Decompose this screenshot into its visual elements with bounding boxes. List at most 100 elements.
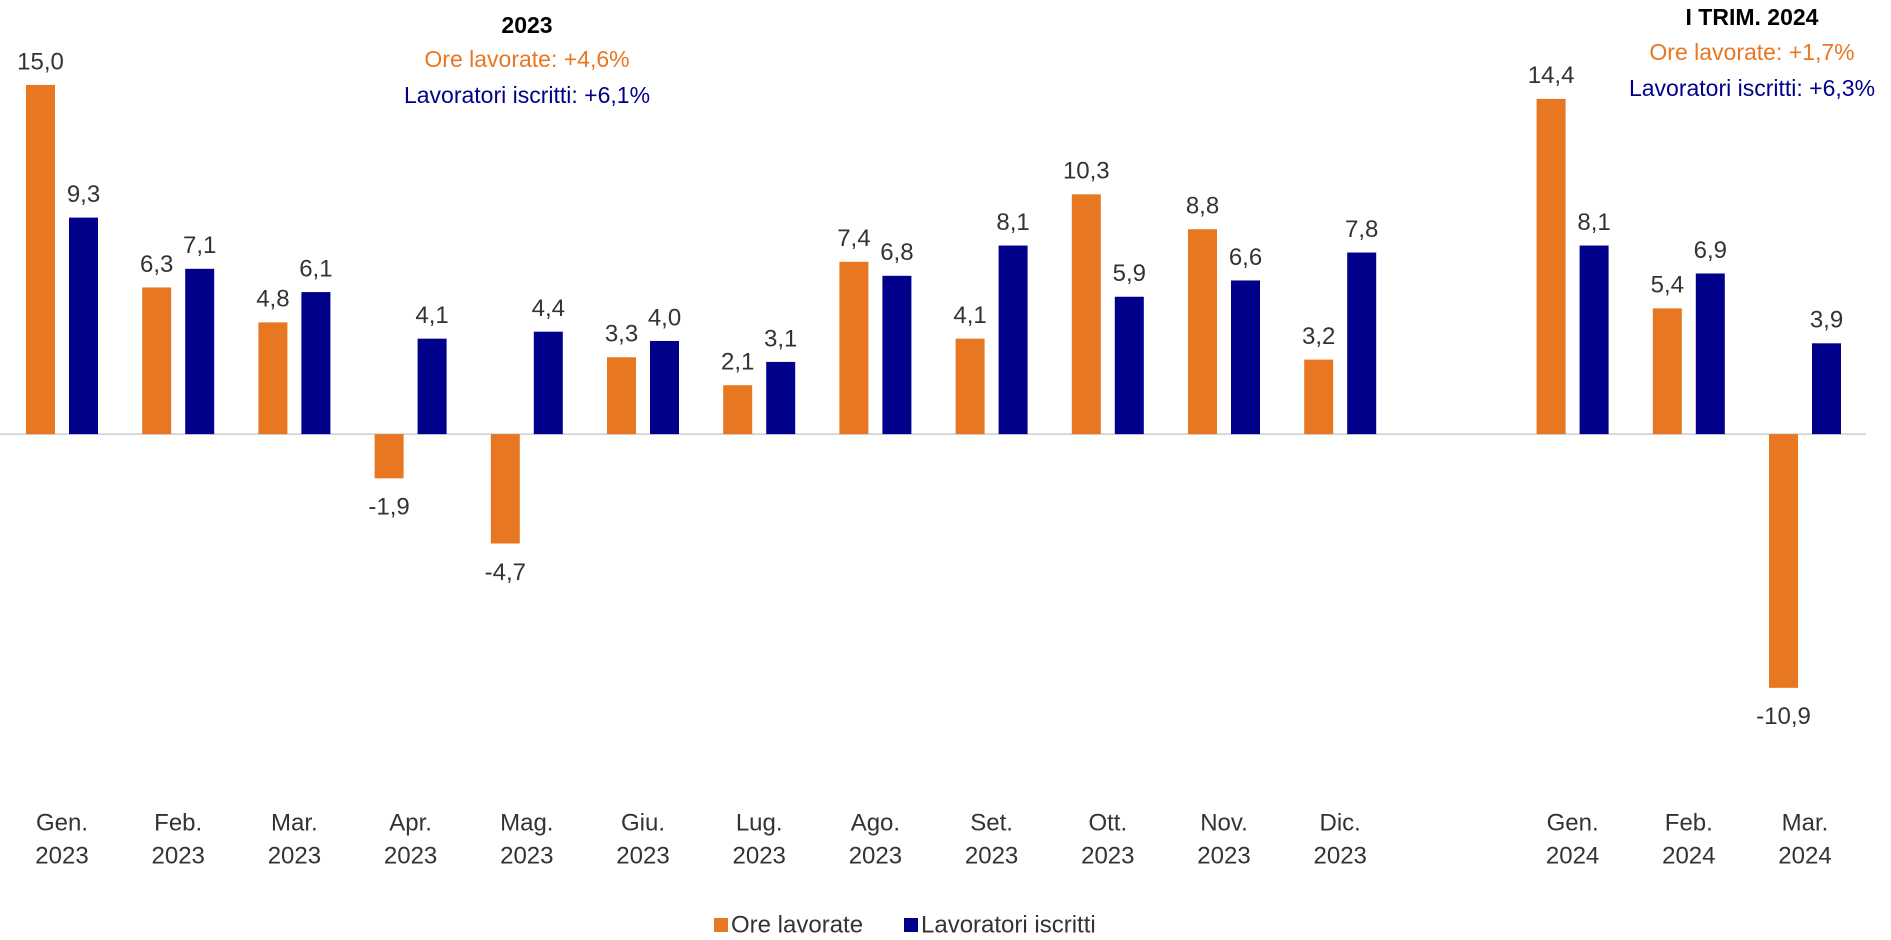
x-tick-label: 2023: [1081, 842, 1134, 869]
x-tick-label: Giu.: [621, 809, 665, 836]
x-tick-label: 2023: [965, 842, 1018, 869]
data-label: 3,3: [605, 321, 638, 348]
x-tick-label: 2023: [1197, 842, 1250, 869]
annotation-title: I TRIM. 2024: [1686, 4, 1819, 30]
x-tick-label: Feb.: [154, 809, 202, 836]
bar: [1231, 280, 1260, 435]
annotation-line: Ore lavorate: +4,6%: [424, 46, 629, 72]
x-tick-label: 2023: [733, 842, 786, 869]
x-tick-label: Mag.: [500, 809, 553, 836]
data-label: 4,0: [648, 304, 681, 331]
bar: [1536, 98, 1566, 435]
x-tick-label: Nov.: [1200, 809, 1248, 836]
bar: [26, 84, 55, 435]
bar: [650, 340, 679, 435]
annotation-line: Lavoratori iscritti: +6,1%: [404, 82, 650, 108]
x-tick-label: Apr.: [389, 809, 432, 836]
bar: [533, 331, 563, 435]
data-label: 4,8: [256, 286, 289, 313]
x-tick-label: 2023: [1314, 842, 1367, 869]
x-tick-label: 2023: [384, 842, 437, 869]
x-tick-label: 2023: [35, 842, 88, 869]
bar: [723, 385, 753, 435]
bar: [839, 261, 869, 435]
x-tick-label: Gen.: [1547, 809, 1599, 836]
data-label: 8,1: [996, 209, 1029, 236]
x-tick-label: Set.: [970, 809, 1013, 836]
data-label: 6,6: [1229, 244, 1262, 271]
data-label: 3,9: [1810, 307, 1843, 334]
data-label: 2,1: [721, 349, 754, 376]
bar: [1695, 273, 1725, 435]
data-label: 7,8: [1345, 216, 1378, 243]
data-label: 6,8: [880, 239, 913, 266]
x-tick-label: Mar.: [1782, 809, 1829, 836]
data-label: 6,1: [299, 255, 332, 282]
bar: [1114, 296, 1144, 435]
x-tick-label: 2024: [1546, 842, 1599, 869]
annotation-line: Ore lavorate: +1,7%: [1649, 39, 1854, 65]
data-label: 9,3: [67, 181, 100, 208]
bar: [1769, 434, 1798, 688]
bar: [69, 217, 98, 435]
x-tick-label: Mar.: [271, 809, 318, 836]
data-label: 8,8: [1186, 193, 1219, 220]
bar: [882, 275, 912, 435]
x-tick-label: Feb.: [1665, 809, 1713, 836]
x-tick-label: 2024: [1778, 842, 1831, 869]
x-tick-label: 2023: [849, 842, 902, 869]
data-label: 14,4: [1528, 62, 1575, 89]
legend-swatch: [714, 918, 728, 932]
data-label: -4,7: [485, 559, 526, 586]
x-tick-label: Ott.: [1088, 809, 1127, 836]
bar: [766, 361, 796, 435]
bar: [1812, 343, 1841, 435]
bar: [301, 292, 331, 435]
data-label: 6,9: [1694, 237, 1727, 264]
annotation-title: 2023: [501, 12, 552, 38]
legend-swatch: [904, 918, 918, 932]
data-label: 8,1: [1577, 209, 1610, 236]
annotation-line: Lavoratori iscritti: +6,3%: [1629, 75, 1875, 101]
bar: [1652, 308, 1682, 435]
data-label: 4,1: [415, 302, 448, 329]
x-tick-label: Lug.: [736, 809, 783, 836]
data-label: 4,1: [953, 302, 986, 329]
bar: [1347, 252, 1377, 435]
x-tick-label: 2024: [1662, 842, 1715, 869]
bar: [374, 434, 404, 479]
bar: [955, 338, 985, 435]
x-tick-label: 2023: [152, 842, 205, 869]
bar: [1071, 194, 1101, 435]
data-label: 15,0: [17, 48, 64, 75]
data-label: 5,9: [1113, 260, 1146, 287]
legend-label: Ore lavorate: [731, 911, 863, 938]
data-label: 3,1: [764, 325, 797, 352]
data-label: 3,2: [1302, 323, 1335, 350]
x-tick-label: 2023: [500, 842, 553, 869]
bar: [185, 268, 215, 435]
x-tick-label: Dic.: [1320, 809, 1361, 836]
bar: [1579, 245, 1609, 435]
data-label: -1,9: [368, 494, 409, 521]
bar: [490, 434, 520, 544]
bar: [417, 338, 447, 435]
data-label: 10,3: [1063, 158, 1110, 185]
bar: [258, 322, 288, 435]
bar: [607, 357, 636, 435]
bar: [1188, 229, 1217, 435]
bar: [142, 287, 172, 435]
legend-label: Lavoratori iscritti: [921, 911, 1096, 938]
data-label: 6,3: [140, 251, 173, 278]
data-label: 7,4: [837, 225, 870, 252]
bar: [1304, 359, 1334, 435]
data-label: 5,4: [1651, 272, 1684, 299]
x-tick-label: Ago.: [851, 809, 900, 836]
bar: [998, 245, 1028, 435]
x-tick-label: 2023: [616, 842, 669, 869]
x-tick-label: Gen.: [36, 809, 88, 836]
x-tick-label: 2023: [268, 842, 321, 869]
data-label: 7,1: [183, 232, 216, 259]
data-label: -10,9: [1756, 703, 1811, 730]
